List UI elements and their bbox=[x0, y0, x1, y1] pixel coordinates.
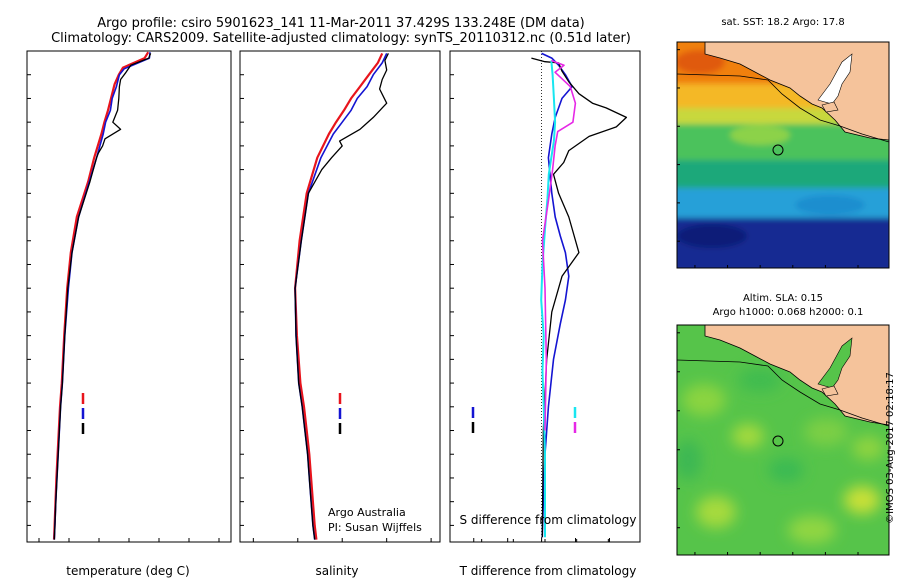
argo-position-marker-sla bbox=[772, 435, 784, 447]
salinity-panel bbox=[239, 50, 441, 543]
salinity-argo-line bbox=[541, 59, 577, 431]
sst-map bbox=[677, 42, 889, 268]
temperature-axis-label: temperature (deg C) bbox=[66, 564, 189, 578]
climatology-line bbox=[294, 52, 384, 540]
t-difference-axis-label: T difference from climatology bbox=[459, 564, 637, 578]
island bbox=[821, 101, 839, 113]
argo-raw-qc-line bbox=[294, 53, 389, 540]
legends bbox=[81, 393, 577, 434]
panel-1-lines bbox=[294, 52, 389, 540]
panel-2-lines bbox=[531, 52, 628, 538]
isobath-line-sla bbox=[677, 359, 889, 427]
map-axes bbox=[677, 49, 859, 555]
sla-map bbox=[677, 325, 889, 555]
annotation-pi: PI: Susan Wijffels bbox=[328, 521, 422, 534]
temperature-panel bbox=[26, 50, 232, 543]
s-difference-axis-label: S difference from climatology bbox=[460, 513, 637, 527]
argo-position-marker bbox=[772, 144, 784, 156]
salinity-axis-label: salinity bbox=[315, 564, 358, 578]
credit-text: ©IMOS 03-Aug-2017 02:18:17 bbox=[885, 372, 896, 524]
figure-title: Argo profile: csiro 5901623_141 11-Mar-2… bbox=[97, 16, 585, 31]
argo-raw-qc-line bbox=[53, 53, 152, 540]
island-sla bbox=[821, 385, 839, 397]
temperature-argo-line bbox=[531, 57, 628, 538]
isobath-line bbox=[677, 73, 889, 143]
profile-series bbox=[52, 51, 628, 540]
sla-map-subtitle: Argo h1000: 0.068 h2000: 0.1 bbox=[713, 307, 864, 318]
figure-subtitle: Climatology: CARS2009. Satellite-adjuste… bbox=[51, 31, 631, 46]
gulf-water-sla bbox=[817, 337, 853, 389]
sla-map-title: Altim. SLA: 0.15 bbox=[743, 293, 823, 304]
axis-ticks bbox=[27, 50, 610, 542]
temperature-satellite-line bbox=[541, 52, 573, 538]
gulf-water bbox=[817, 53, 853, 105]
sst-map-title: sat. SST: 18.2 Argo: 17.8 bbox=[721, 17, 844, 28]
annotation-institution: Argo Australia bbox=[328, 506, 406, 519]
panel-0-lines bbox=[52, 51, 152, 540]
